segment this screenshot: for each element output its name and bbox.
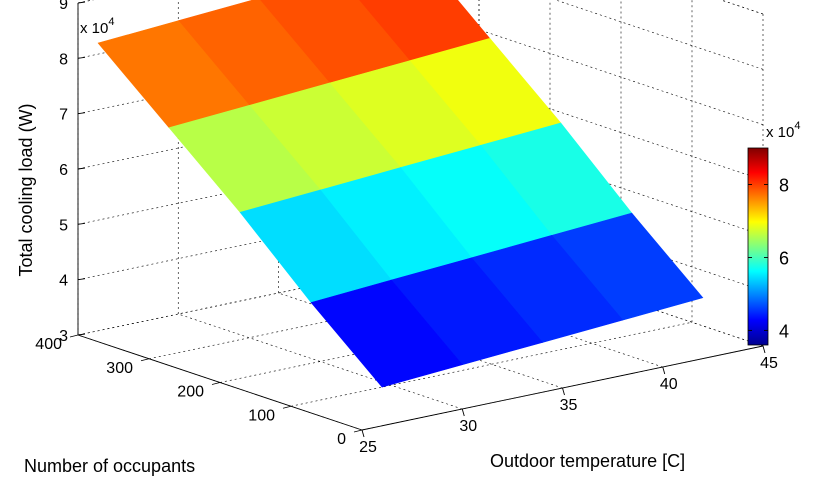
y-tick-mark [353,429,363,433]
y-tick-label: 0 [337,431,346,448]
y-tick-label: 300 [106,360,133,377]
z-tick-label: 9 [59,0,68,13]
colorbar-tick-label: 6 [779,248,789,268]
z-tick-mark [77,1,86,4]
z-tick-label: 3 [59,328,68,345]
wall-grid-line [554,0,764,70]
z-tick-label: 7 [59,107,68,124]
x-tick-mark [461,408,465,417]
y-tick-mark [69,334,79,338]
z-tick-label: 4 [59,273,68,290]
colorbar-tick-label: 4 [779,321,789,341]
z-tick-mark [77,167,86,170]
z-tick-mark [77,222,86,225]
z-exponent-label: x 104 [80,16,114,37]
y-tick-label: 200 [177,384,204,401]
colorbar: 4 6 8 x 104 [747,120,800,346]
z-tick-mark [77,56,86,59]
z-tick-label: 6 [59,162,68,179]
x-tick-mark [361,429,365,438]
x-tick-mark [562,387,565,396]
x-tick-mark [662,366,666,375]
y-tick-label: 400 [35,336,62,353]
colorbar-tick-label: 8 [779,175,789,195]
x-tick-label: 30 [459,418,477,435]
y-axis-label: Number of occupants [24,456,195,476]
z-tick-label: 8 [59,51,68,68]
z-axis-label: Total cooling load (W) [16,103,36,276]
z-tick-mark [77,333,86,336]
y-tick-label: 100 [248,407,275,424]
y-tick-mark [211,382,221,385]
x-tick-mark [762,345,766,354]
colorbar-exponent-label: x 104 [766,120,800,141]
surface-patch [310,279,463,388]
z-tick-mark [77,278,86,281]
z-tick-label: 5 [59,217,68,234]
floor-grid-line [290,321,693,407]
x-axis-label: Outdoor temperature [C] [490,451,685,471]
x-tick-label: 35 [560,397,578,414]
z-tick-mark [77,112,86,115]
colorbar-gradient [747,147,769,346]
x-tick-label: 40 [660,376,678,393]
y-tick-mark [140,358,150,362]
y-tick-mark [282,405,292,409]
surface [97,0,704,388]
x-tick-label: 25 [359,439,377,456]
x-tick-label: 45 [760,355,778,372]
